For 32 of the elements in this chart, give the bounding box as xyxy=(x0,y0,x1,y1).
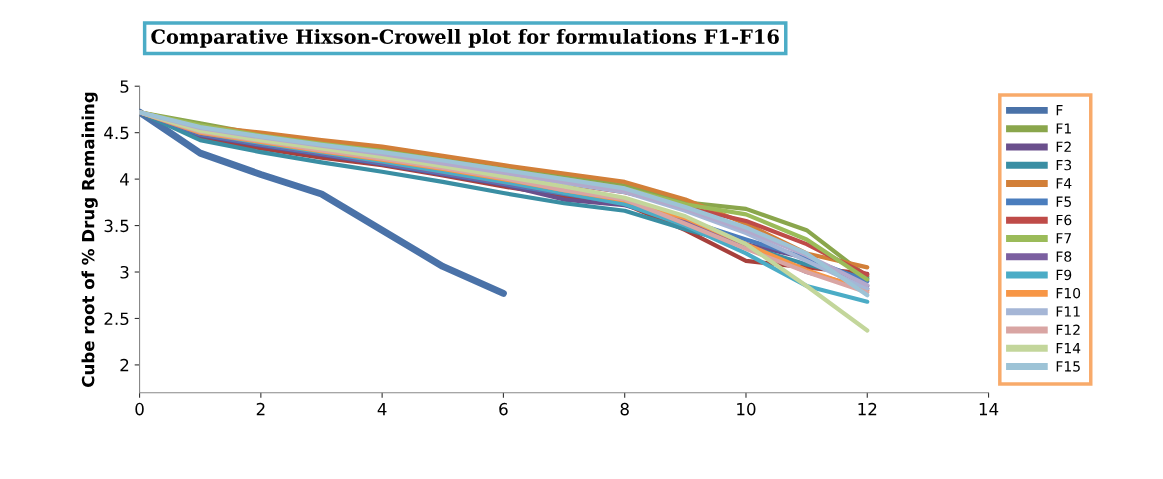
x-tick-label: 6 xyxy=(499,402,508,416)
legend-label: F4 xyxy=(1056,178,1072,189)
x-tick-label: 2 xyxy=(256,402,265,416)
legend-label: F8 xyxy=(1056,251,1072,262)
x-tick-label: 12 xyxy=(858,402,877,416)
x-tick-label: 14 xyxy=(979,403,999,416)
chart-title: Comparative Hixson-Crowell plot for formulations F1-F16 xyxy=(151,28,779,48)
y-tick-label: 2.5 xyxy=(104,312,129,326)
legend-label: F9 xyxy=(1056,269,1072,281)
legend-label: F6 xyxy=(1056,214,1072,226)
legend-label: F xyxy=(1056,105,1063,116)
legend-label: F2 xyxy=(1056,141,1071,152)
y-tick-label: 4.5 xyxy=(104,126,129,140)
y-tick-label: 4 xyxy=(120,173,129,186)
legend-label: F1 xyxy=(1056,123,1071,134)
legend-label: F5 xyxy=(1056,196,1071,207)
x-tick-label: 4 xyxy=(377,403,387,416)
legend-label: F15 xyxy=(1056,361,1080,372)
y-tick-label: 3.5 xyxy=(104,219,129,233)
legend-label: F7 xyxy=(1056,233,1072,244)
y-tick-label: 2 xyxy=(120,358,129,372)
legend-label: F12 xyxy=(1056,324,1080,335)
legend-label: F14 xyxy=(1056,343,1081,354)
y-tick-label: 3 xyxy=(120,265,129,279)
legend-label: F10 xyxy=(1056,287,1081,299)
legend-label: F3 xyxy=(1056,159,1072,171)
legend-label: F11 xyxy=(1056,306,1080,317)
x-tick-label: 10 xyxy=(737,402,756,416)
x-tick-label: 8 xyxy=(620,402,629,416)
x-tick-label: 0 xyxy=(135,402,144,416)
y-tick-label: 5 xyxy=(120,80,129,93)
y-axis-title: Cube root of % Drug Remaining xyxy=(81,92,98,387)
